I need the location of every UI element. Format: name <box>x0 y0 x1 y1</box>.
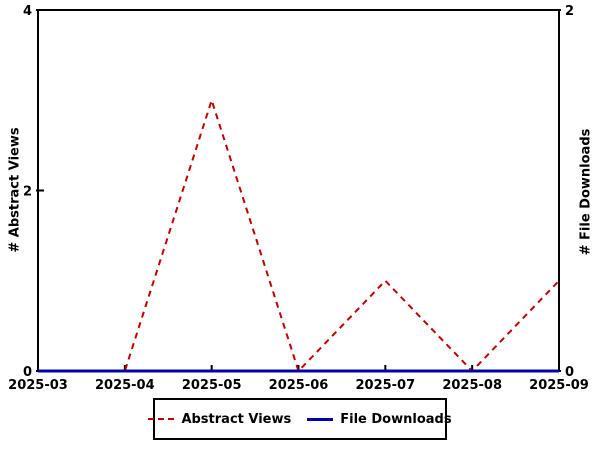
abstract-views-line-sample <box>148 418 175 420</box>
series-line-abstract-views <box>38 96 560 373</box>
x-tick-label: 2025-04 <box>95 378 155 393</box>
legend-item-abstract-views: Abstract Views <box>148 412 291 427</box>
legend-label-abstract-views: Abstract Views <box>181 411 292 427</box>
x-tick-label: 2025-09 <box>529 378 589 393</box>
x-tick-label: 2025-06 <box>269 378 329 393</box>
y-right-tick-label: 0 <box>565 365 574 380</box>
y-right-tick-label: 2 <box>565 4 574 19</box>
y-left-tick-label: 4 <box>23 4 32 19</box>
legend-label-file-downloads: File Downloads <box>340 411 452 427</box>
y-axis-right-label: # File Downloads <box>578 128 594 256</box>
x-tick-label: 2025-08 <box>442 378 502 393</box>
plot-border <box>37 9 560 372</box>
file-downloads-line-sample <box>307 417 334 421</box>
x-tick-label: 2025-07 <box>355 378 415 393</box>
x-tick-label: 2025-03 <box>8 378 68 393</box>
y-axis-left-label: # Abstract Views <box>7 127 23 253</box>
legend-item-file-downloads: File Downloads <box>307 411 452 427</box>
x-tick-label: 2025-05 <box>182 378 242 393</box>
chart-legend: Abstract Views File Downloads <box>148 398 452 440</box>
y-left-tick-label: 2 <box>23 185 32 200</box>
y-left-tick-label: 0 <box>23 365 32 380</box>
